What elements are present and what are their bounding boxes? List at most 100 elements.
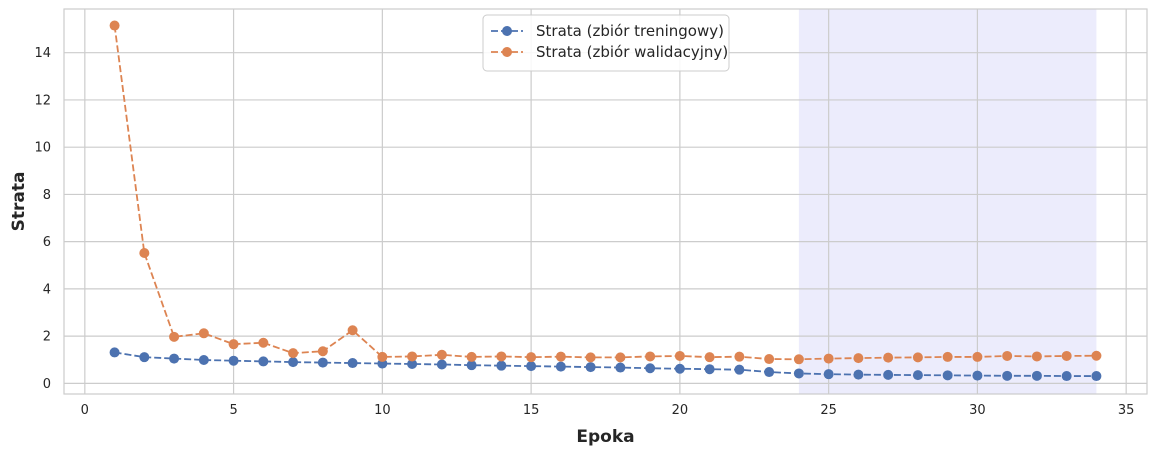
- data-point: [555, 351, 566, 362]
- data-point: [734, 351, 745, 362]
- data-point: [1061, 371, 1072, 382]
- series-layer: [109, 20, 1102, 382]
- x-tick-label: 0: [81, 403, 89, 418]
- y-tick-label: 4: [43, 282, 51, 297]
- data-point: [585, 362, 596, 373]
- data-point: [526, 352, 537, 363]
- data-point: [496, 360, 507, 371]
- series-line: [113, 25, 1097, 361]
- series-val: [109, 20, 1102, 365]
- data-point: [139, 352, 150, 363]
- y-tick-label: 2: [43, 330, 51, 345]
- data-point: [674, 363, 685, 374]
- legend-box: [482, 14, 730, 72]
- series-line: [114, 351, 1097, 377]
- x-tick-label: 30: [969, 403, 986, 418]
- data-point: [764, 367, 775, 378]
- y-tick-label: 8: [43, 188, 51, 203]
- data-point: [377, 351, 388, 362]
- data-point: [734, 364, 745, 375]
- data-point: [972, 351, 983, 362]
- y-tick-label: 12: [34, 93, 51, 108]
- data-point: [823, 353, 834, 364]
- data-point: [526, 361, 537, 372]
- data-point: [1031, 351, 1042, 362]
- data-point: [912, 370, 923, 381]
- data-point: [615, 352, 626, 363]
- data-point: [645, 363, 656, 374]
- legend: Strata (zbiór treningowy) Strata (zbiór w…: [482, 14, 730, 72]
- data-point: [942, 370, 953, 381]
- highlight-span: [798, 9, 1097, 394]
- data-point: [793, 354, 804, 365]
- data-point: [853, 353, 864, 364]
- legend-label: Strata (zbiór walidacyjny): [536, 43, 728, 61]
- x-tick-label: 15: [523, 403, 540, 418]
- data-point: [883, 369, 894, 380]
- legend-swatch-marker: [502, 26, 512, 36]
- y-tick-label: 10: [34, 141, 51, 156]
- x-axis-title: Epoka: [576, 427, 634, 447]
- data-point: [883, 352, 894, 363]
- data-point: [288, 348, 299, 359]
- data-point: [109, 347, 120, 358]
- data-point: [258, 356, 269, 367]
- legend-swatch-marker: [502, 47, 512, 57]
- data-point: [1002, 350, 1013, 361]
- data-point: [1061, 350, 1072, 361]
- data-point: [407, 351, 418, 362]
- data-point: [764, 354, 775, 365]
- y-tick-label: 0: [43, 377, 51, 392]
- series-train: [109, 347, 1102, 382]
- data-point: [704, 352, 715, 363]
- data-point: [645, 351, 656, 362]
- data-point: [1002, 370, 1013, 381]
- data-point: [823, 369, 834, 380]
- data-point: [793, 368, 804, 379]
- data-point: [198, 354, 209, 365]
- data-point: [228, 339, 239, 350]
- data-point: [317, 346, 328, 357]
- data-point: [496, 351, 507, 362]
- data-point: [704, 364, 715, 375]
- data-point: [139, 247, 150, 258]
- data-point: [1091, 350, 1102, 361]
- data-point: [972, 370, 983, 381]
- data-point: [853, 369, 864, 380]
- data-point: [436, 349, 447, 360]
- data-point: [615, 362, 626, 373]
- data-point: [317, 357, 328, 368]
- data-point: [436, 359, 447, 370]
- data-point: [912, 352, 923, 363]
- data-point: [942, 351, 953, 362]
- y-tick-label: 6: [43, 235, 51, 250]
- x-tick-label: 5: [229, 403, 237, 418]
- data-point: [466, 360, 477, 371]
- grid-layer: [64, 9, 1147, 394]
- y-axis-title: Strata: [9, 172, 29, 232]
- data-point: [585, 352, 596, 363]
- data-point: [169, 353, 180, 364]
- data-point: [555, 361, 566, 372]
- data-point: [466, 351, 477, 362]
- data-point: [169, 331, 180, 342]
- data-point: [109, 20, 120, 31]
- data-point: [347, 358, 358, 369]
- data-point: [258, 337, 269, 348]
- data-point: [347, 325, 358, 336]
- plot-frame: [63, 8, 1148, 395]
- highlight-span-layer: [798, 9, 1097, 394]
- y-tick-label: 14: [34, 46, 51, 61]
- x-tick-label: 25: [820, 403, 837, 418]
- data-point: [1031, 370, 1042, 381]
- data-point: [288, 357, 299, 368]
- data-point: [674, 350, 685, 361]
- data-point: [198, 328, 209, 339]
- x-tick-label: 10: [374, 403, 391, 418]
- tick-label-layer: 0 5 10 15 20 25 30 35 0 2 4 6 8 10 12 14: [34, 46, 1134, 418]
- x-tick-label: 35: [1118, 403, 1135, 418]
- data-point: [228, 355, 239, 366]
- data-point: [1091, 371, 1102, 382]
- x-tick-label: 20: [672, 403, 689, 418]
